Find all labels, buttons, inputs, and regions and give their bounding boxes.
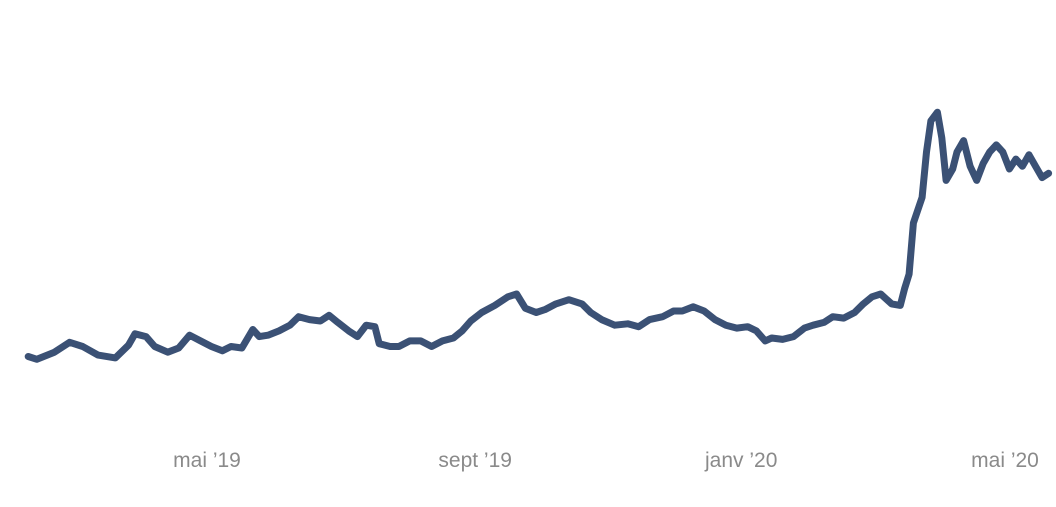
plot-area <box>24 108 1053 363</box>
x-tick-label: sept ’19 <box>438 449 512 472</box>
x-axis: mai ’19 sept ’19 janv ’20 mai ’20 <box>173 449 1039 472</box>
x-tick-label: janv ’20 <box>704 449 777 472</box>
x-tick-label: mai ’19 <box>173 449 241 472</box>
x-tick-label: mai ’20 <box>971 449 1039 472</box>
series-line-0 <box>24 108 1053 363</box>
